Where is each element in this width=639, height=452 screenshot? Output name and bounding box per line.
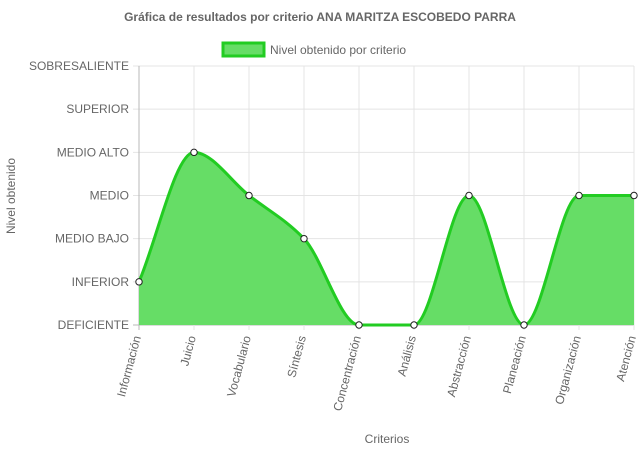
legend-label[interactable]: Nivel obtenido por criterio <box>270 43 406 57</box>
y-axis-ticks: DEFICIENTE INFERIOR MEDIO BAJO MEDIO MEDIO A… <box>29 59 129 332</box>
y-axis-label: Nivel obtenido <box>4 158 18 234</box>
data-point[interactable] <box>410 321 418 329</box>
series-area-fill <box>139 152 634 325</box>
legend[interactable]: Nivel obtenido por criterio <box>221 41 406 58</box>
x-tick-label: Atención <box>613 334 639 383</box>
x-tick-label: Juicio <box>177 334 199 368</box>
x-tick-label: Síntesis <box>284 334 309 379</box>
y-tick-label: MEDIO BAJO <box>55 232 129 246</box>
data-point[interactable] <box>300 234 308 243</box>
y-tick-label: MEDIO <box>90 189 129 203</box>
x-tick-label: Organización <box>552 334 584 406</box>
x-tick-label: Abstracción <box>444 334 474 398</box>
x-axis-label: Criterios <box>365 432 410 446</box>
y-tick-label: INFERIOR <box>72 275 130 289</box>
data-point[interactable] <box>190 148 198 157</box>
data-point[interactable] <box>520 321 528 329</box>
x-tick-label: Planeación <box>500 334 529 395</box>
y-tick-label: SUPERIOR <box>66 102 129 116</box>
data-point[interactable] <box>135 278 143 286</box>
legend-swatch[interactable] <box>221 41 266 58</box>
data-point[interactable] <box>630 191 638 200</box>
x-tick-label: Análisis <box>395 334 419 378</box>
data-point[interactable] <box>575 191 583 200</box>
x-tick-label: Concentración <box>330 334 364 412</box>
data-point[interactable] <box>245 191 253 200</box>
x-axis-ticks: Información Juicio Vocabulario Síntesis Conc… <box>114 334 639 413</box>
x-tick-label: Información <box>114 334 144 398</box>
chart-title: Gráfica de resultados por criterio ANA M… <box>124 10 516 24</box>
series-line <box>137 150 634 327</box>
data-point[interactable] <box>355 321 363 329</box>
y-tick-label: SOBRESALIENTE <box>29 59 129 73</box>
y-tick-label: MEDIO ALTO <box>57 145 129 159</box>
y-tick-label: DEFICIENTE <box>58 318 129 332</box>
data-points[interactable] <box>135 148 638 329</box>
x-tick-label: Vocabulario <box>224 334 254 399</box>
data-point[interactable] <box>465 191 473 200</box>
